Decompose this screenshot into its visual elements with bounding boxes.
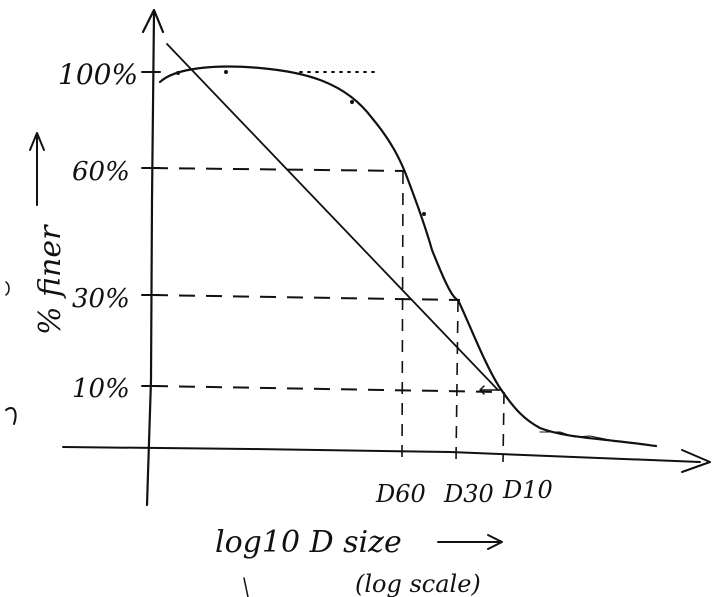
y-axis-label-arrow bbox=[29, 132, 45, 206]
y-axis-arrowhead bbox=[141, 8, 165, 34]
y-tick-label-100: 100% bbox=[58, 58, 138, 91]
x-axis-label-arrow bbox=[437, 534, 503, 550]
stray-mark bbox=[5, 406, 17, 425]
x-marker-d10: D10 bbox=[502, 476, 553, 504]
y-tick-label-60: 60% bbox=[72, 157, 130, 187]
curve-tail-scribble bbox=[539, 431, 611, 441]
stray-mark bbox=[243, 577, 249, 597]
y-axis bbox=[145, 10, 156, 507]
d60-drop-line bbox=[401, 171, 404, 463]
data-dot bbox=[350, 100, 354, 104]
sixty-percent-dashed-line bbox=[151, 167, 406, 172]
data-dot bbox=[176, 71, 180, 75]
data-dot bbox=[224, 70, 228, 74]
x-axis bbox=[62, 446, 701, 463]
thirty-percent-dashed-line bbox=[151, 294, 461, 301]
reference-straight-line bbox=[166, 43, 499, 391]
d10-drop-line bbox=[502, 391, 505, 463]
d30-drop-line bbox=[455, 299, 459, 463]
data-dot bbox=[422, 212, 426, 216]
x-marker-d30: D30 bbox=[443, 480, 494, 508]
small-arrow bbox=[479, 385, 501, 395]
grain-size-curve bbox=[158, 65, 658, 448]
x-axis-label: log10 D size bbox=[215, 525, 402, 560]
x-axis-arrowhead bbox=[681, 449, 711, 473]
x-axis-sublabel: (log scale) bbox=[355, 570, 481, 597]
y-axis-label: % finer bbox=[33, 224, 68, 335]
ten-percent-dashed-line bbox=[151, 385, 501, 393]
x-marker-d60: D60 bbox=[375, 480, 426, 508]
y-tick-label-30: 30% bbox=[72, 284, 130, 314]
stray-mark bbox=[5, 281, 10, 296]
y-tick-label-10: 10% bbox=[72, 374, 130, 404]
